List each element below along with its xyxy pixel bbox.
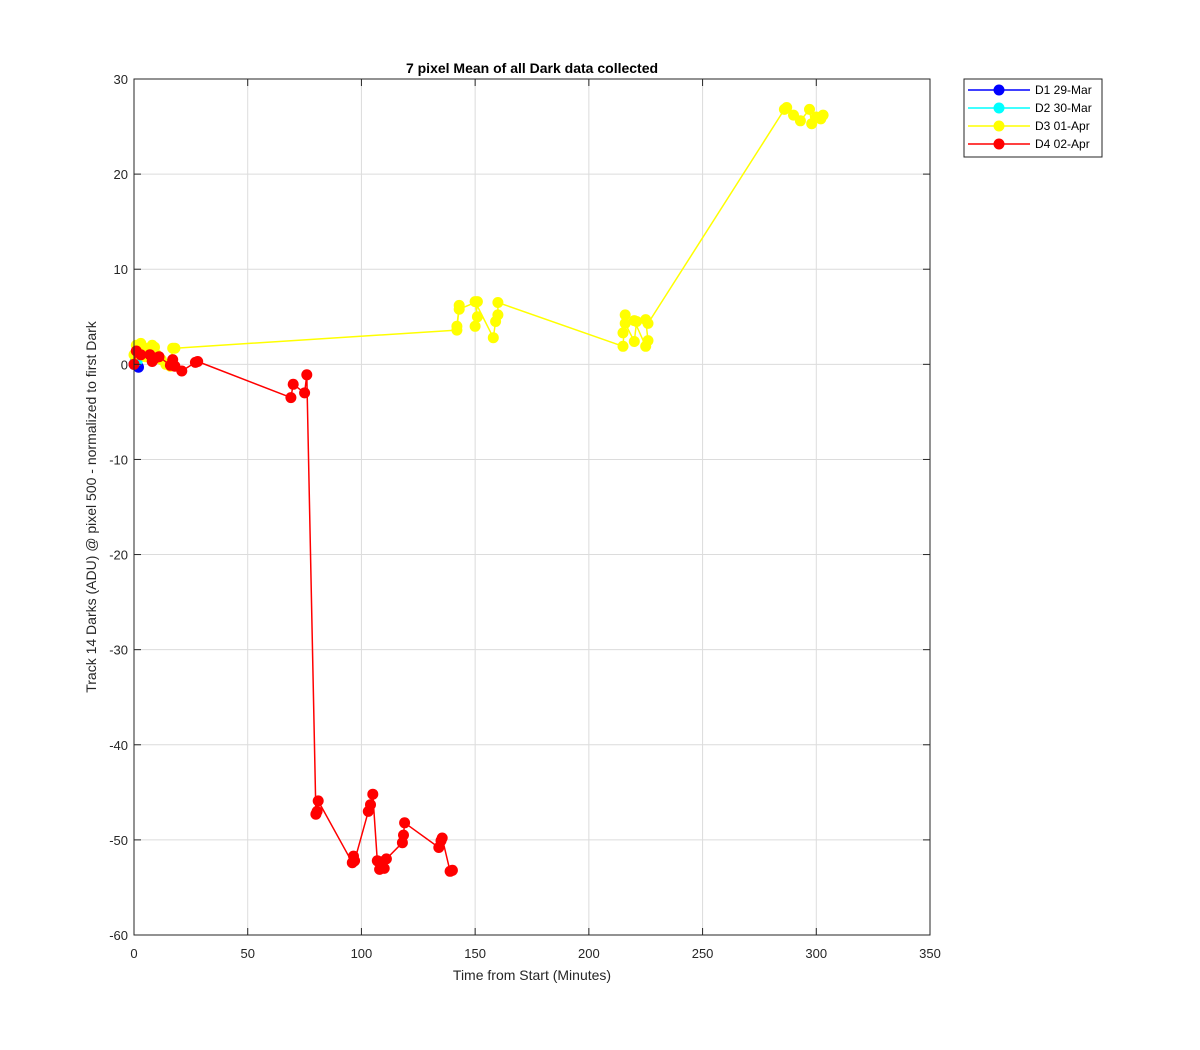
- series-4: [128, 345, 458, 877]
- data-point: [492, 309, 504, 321]
- y-axis-label: Track 14 Darks (ADU) @ pixel 500 - norma…: [83, 320, 99, 693]
- data-point: [619, 309, 631, 321]
- data-point: [628, 336, 640, 347]
- data-point: [794, 115, 806, 127]
- data-point: [471, 311, 483, 323]
- y-tick-label: 10: [114, 262, 128, 277]
- data-point: [299, 387, 311, 399]
- x-tick-label: 50: [240, 946, 254, 961]
- legend-label: D1 29-Mar: [1035, 83, 1092, 97]
- x-axis-label: Time from Start (Minutes): [453, 967, 611, 983]
- legend-item-d3: D3 01-Apr: [968, 119, 1090, 133]
- legend-label: D3 01-Apr: [1035, 119, 1090, 133]
- data-point: [169, 342, 181, 354]
- y-tick-label: 0: [121, 357, 128, 372]
- data-point: [378, 862, 390, 874]
- data-point: [399, 817, 411, 829]
- legend-item-d2: D2 30-Mar: [968, 101, 1092, 115]
- data-point: [804, 103, 815, 115]
- data-point: [367, 788, 379, 800]
- legend-item-d4: D4 02-Apr: [968, 137, 1090, 151]
- data-point: [192, 356, 204, 367]
- x-tick-label: 300: [805, 946, 827, 961]
- y-tick-label: -50: [109, 833, 128, 848]
- legend-marker: [993, 84, 1005, 96]
- y-tick-label: 30: [114, 72, 128, 87]
- data-point: [617, 327, 629, 339]
- data-point: [135, 349, 147, 361]
- data-point: [453, 303, 465, 315]
- y-tick-label: -10: [109, 452, 128, 467]
- chart-title: 7 pixel Mean of all Dark data collected: [406, 60, 658, 76]
- x-tick-label: 150: [464, 946, 486, 961]
- x-tick-label: 100: [351, 946, 373, 961]
- x-tick-label: 200: [578, 946, 600, 961]
- data-point: [781, 102, 793, 113]
- data-point: [380, 853, 392, 865]
- data-point: [469, 296, 481, 308]
- data-point: [312, 795, 324, 807]
- data-point: [436, 832, 448, 844]
- data-point: [301, 369, 313, 381]
- legend-marker: [993, 138, 1005, 150]
- data-point: [619, 317, 631, 329]
- y-tick-label: 20: [114, 167, 128, 182]
- x-tick-label: 0: [130, 946, 137, 961]
- plot-frame: [133, 78, 931, 936]
- legend-item-d1: D1 29-Mar: [968, 83, 1092, 97]
- legend-label: D2 30-Mar: [1035, 101, 1092, 115]
- data-point: [469, 320, 481, 332]
- data-point: [153, 351, 165, 363]
- legend-marker: [993, 102, 1005, 114]
- axis-ticks: 0 50 100 150 200 250 300 350 -60 -50 -40 -30 -20 -10 0…: [109, 72, 941, 961]
- data-point: [285, 392, 297, 404]
- data-point: [487, 332, 499, 344]
- data-point: [642, 317, 654, 329]
- legend: D1 29-Mar D2 30-Mar D3 01-Apr D4 02-Apr: [963, 78, 1103, 158]
- data-point: [398, 829, 409, 841]
- y-tick-label: -60: [109, 928, 128, 943]
- x-tick-label: 250: [692, 946, 714, 961]
- data-point: [451, 320, 463, 332]
- y-tick-label: -30: [109, 643, 128, 658]
- data-point: [642, 335, 654, 347]
- grid-lines: [134, 79, 930, 935]
- y-tick-label: -40: [109, 738, 128, 753]
- y-tick-label: -20: [109, 548, 128, 563]
- data-point: [176, 365, 188, 377]
- legend-marker: [993, 120, 1005, 132]
- x-tick-label: 350: [919, 946, 941, 961]
- data-point: [492, 297, 504, 308]
- plot-area: [134, 79, 930, 935]
- data-point: [446, 864, 458, 876]
- data-point: [365, 799, 376, 811]
- legend-label: D4 02-Apr: [1035, 137, 1090, 151]
- data-point: [349, 855, 361, 867]
- data-point: [617, 340, 629, 352]
- data-point: [628, 315, 640, 327]
- data-point: [287, 378, 299, 390]
- data-point: [817, 109, 829, 121]
- data-point: [311, 805, 323, 817]
- series-layer: [128, 102, 829, 877]
